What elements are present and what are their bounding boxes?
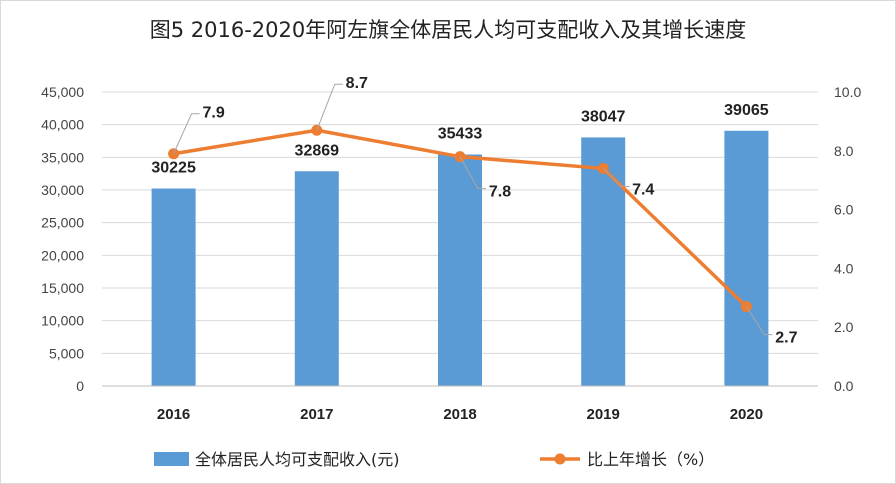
- line-data-label: 7.9: [202, 105, 224, 122]
- y-left-tick-label: 30,000: [41, 182, 84, 198]
- bar: [438, 154, 482, 386]
- legend-bar-label: 全体居民人均可支配收入(元): [195, 450, 400, 469]
- y-left-tick-label: 45,000: [41, 84, 84, 100]
- x-tick-label: 2018: [443, 406, 476, 423]
- leader-line: [602, 168, 630, 187]
- y-right-tick-label: 2.0: [834, 319, 854, 335]
- leader-line: [459, 156, 486, 190]
- line-data-label: 7.8: [489, 184, 511, 201]
- legend-line-marker: [554, 453, 566, 465]
- leader-line: [173, 113, 200, 154]
- line-data-label: 7.4: [632, 181, 654, 198]
- y-left-tick-label: 40,000: [41, 117, 84, 133]
- x-tick-label: 2020: [730, 406, 763, 423]
- bar-data-label: 35433: [438, 126, 483, 143]
- y-right-tick-label: 10.0: [834, 84, 861, 100]
- bar: [724, 130, 769, 386]
- leader-line: [745, 306, 773, 336]
- y-left-tick-label: 5,000: [49, 345, 84, 361]
- legend-bar-swatch: [154, 452, 189, 466]
- bar-data-label: 30225: [151, 160, 196, 177]
- leader-line: [316, 83, 343, 131]
- bar: [581, 137, 626, 386]
- y-right-tick-label: 8.0: [834, 143, 854, 159]
- y-left-tick-label: 0: [76, 378, 84, 394]
- legend: 全体居民人均可支配收入(元) 比上年增长（%）: [154, 450, 714, 469]
- bar-data-label: 39065: [724, 102, 769, 119]
- axes: 0 5,000 10,000 15,000 20,000 25,000 30,000 35,0…: [41, 84, 861, 423]
- bar: [151, 188, 196, 386]
- y-left-tick-label: 35,000: [41, 149, 84, 165]
- bar-data-label: 32869: [295, 142, 340, 159]
- data-labels: 30225 32869 35433 38047 39065 7.9 8.7 7.8 7.4 2.7: [151, 75, 797, 346]
- x-tick-label: 2019: [587, 406, 620, 423]
- legend-line-label: 比上年增长（%）: [587, 450, 714, 469]
- bar-series: [151, 130, 769, 386]
- y-right-tick-label: 6.0: [834, 202, 854, 218]
- x-tick-label: 2016: [157, 406, 190, 423]
- y-left-tick-label: 10,000: [41, 313, 84, 329]
- y-right-tick-label: 0.0: [834, 378, 854, 394]
- y-left-tick-label: 15,000: [41, 280, 84, 296]
- y-left-tick-label: 25,000: [41, 215, 84, 231]
- x-tick-label: 2017: [300, 406, 333, 423]
- y-left-tick-label: 20,000: [41, 247, 84, 263]
- y-right-tick-label: 4.0: [834, 260, 854, 276]
- line-data-label: 2.7: [775, 330, 797, 347]
- bar: [294, 171, 339, 386]
- bar-data-label: 38047: [581, 108, 626, 125]
- line-data-label: 8.7: [346, 75, 368, 92]
- chart-title: 图5 2016-2020年阿左旗全体居民人均可支配收入及其增长速度: [149, 18, 747, 42]
